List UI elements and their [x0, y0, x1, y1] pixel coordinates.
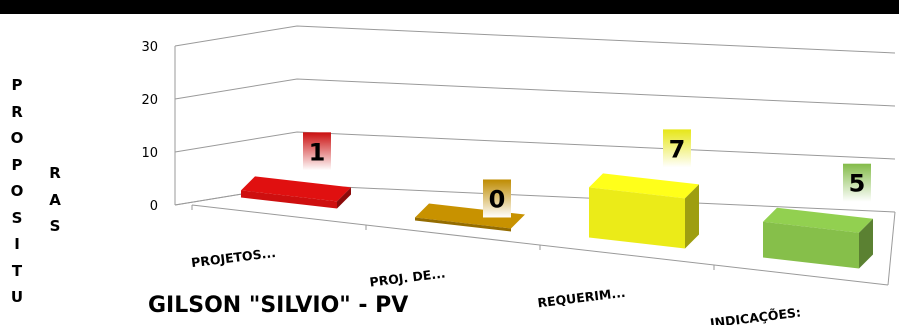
x-tick-label: INDICAÇÕES:	[709, 305, 801, 325]
data-label-box	[483, 179, 511, 218]
bar-front-face	[241, 190, 337, 209]
bar	[589, 173, 699, 249]
data-label: 7	[669, 135, 686, 163]
y-tick-label: 10	[141, 146, 158, 161]
gridline	[174, 78, 896, 107]
bar-top-face	[763, 207, 873, 233]
y-tick-label: 0	[150, 199, 158, 214]
data-label-box	[663, 129, 691, 168]
y-axis-ticks: 0 10 20 30	[141, 40, 158, 214]
data-label: 0	[489, 185, 506, 213]
x-tick-label: PROJ. DE...	[369, 265, 447, 289]
bar-side-face	[859, 218, 873, 269]
data-label-box	[843, 163, 871, 202]
bar-top-face	[241, 176, 351, 202]
x-tick-label: PROJETOS...	[190, 245, 276, 270]
x-tick-label: REQUERIM...	[537, 285, 627, 311]
bars	[241, 173, 873, 269]
bar	[241, 176, 351, 209]
floor-edge	[887, 211, 896, 286]
bar-edge	[415, 217, 511, 232]
gridline	[174, 131, 896, 160]
data-label-box	[303, 132, 331, 171]
bar-front-face	[589, 187, 685, 249]
chart-title: GILSON "SILVIO" - PV	[148, 293, 409, 318]
bar	[415, 203, 525, 232]
bar-side-face	[337, 187, 351, 209]
bar-front-face	[763, 221, 859, 269]
gridline	[174, 25, 896, 54]
data-label: 1	[309, 138, 326, 166]
bar-top-face	[415, 203, 525, 229]
bar-top-face	[589, 173, 699, 199]
top-border	[0, 0, 899, 14]
data-label: 5	[849, 170, 866, 198]
data-labels: 1 0 7 5	[303, 129, 871, 218]
y-tick-label: 30	[141, 40, 158, 55]
bar-side-face	[685, 184, 699, 249]
bar	[763, 207, 873, 269]
y-tick-label: 20	[141, 93, 158, 108]
